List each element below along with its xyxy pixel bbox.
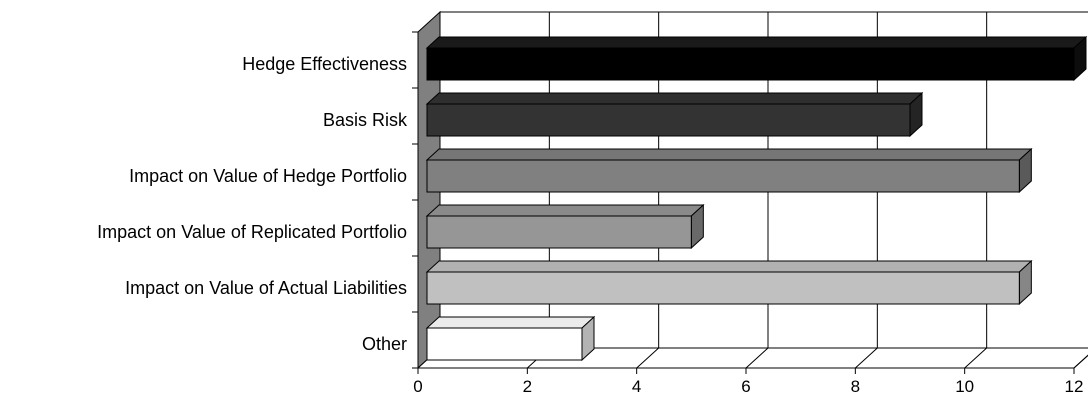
category-label: Hedge Effectiveness [242,54,407,74]
x-tick-label: 12 [1065,377,1084,396]
category-label: Impact on Value of Hedge Portfolio [129,166,407,186]
x-tick-label: 2 [523,377,532,396]
x-tick-label: 0 [413,377,422,396]
x-tick-label: 4 [632,377,641,396]
gridline-floor [745,347,769,369]
bar-top-face [425,260,1033,273]
gridline-floor [636,347,660,369]
gridline-floor [854,347,878,369]
bar-top-face [425,204,705,217]
category-labels: Hedge Effectiveness Basis Risk Impact on V… [97,54,408,354]
x-tick-label: 8 [851,377,860,396]
x-tick-label: 10 [955,377,974,396]
bar [425,259,1033,306]
bar [425,315,596,362]
category-label: Impact on Value of Actual Liabilities [125,278,407,298]
gridline-floor [1073,354,1088,369]
gridline-floor [964,347,988,369]
category-label: Other [362,334,407,354]
bar-front-face [426,215,692,249]
bar [425,147,1033,194]
x-tick-labels: 0 2 4 6 8 10 12 [413,377,1083,396]
bar [425,35,1088,82]
category-label: Basis Risk [323,110,408,130]
bar-top-face [425,316,596,329]
x-tick-label: 6 [741,377,750,396]
bar-front-face [426,103,911,137]
bar [425,91,924,138]
bar-top-face [425,92,924,105]
bar [425,203,705,250]
bar-front-face [426,271,1020,305]
bar-top-face [425,36,1088,49]
category-label: Impact on Value of Replicated Portfolio [97,222,407,242]
bar-front-face [426,327,583,361]
bar-front-face [426,47,1075,81]
bar-front-face [426,159,1020,193]
bar-top-face [425,148,1033,161]
bars [425,35,1088,362]
